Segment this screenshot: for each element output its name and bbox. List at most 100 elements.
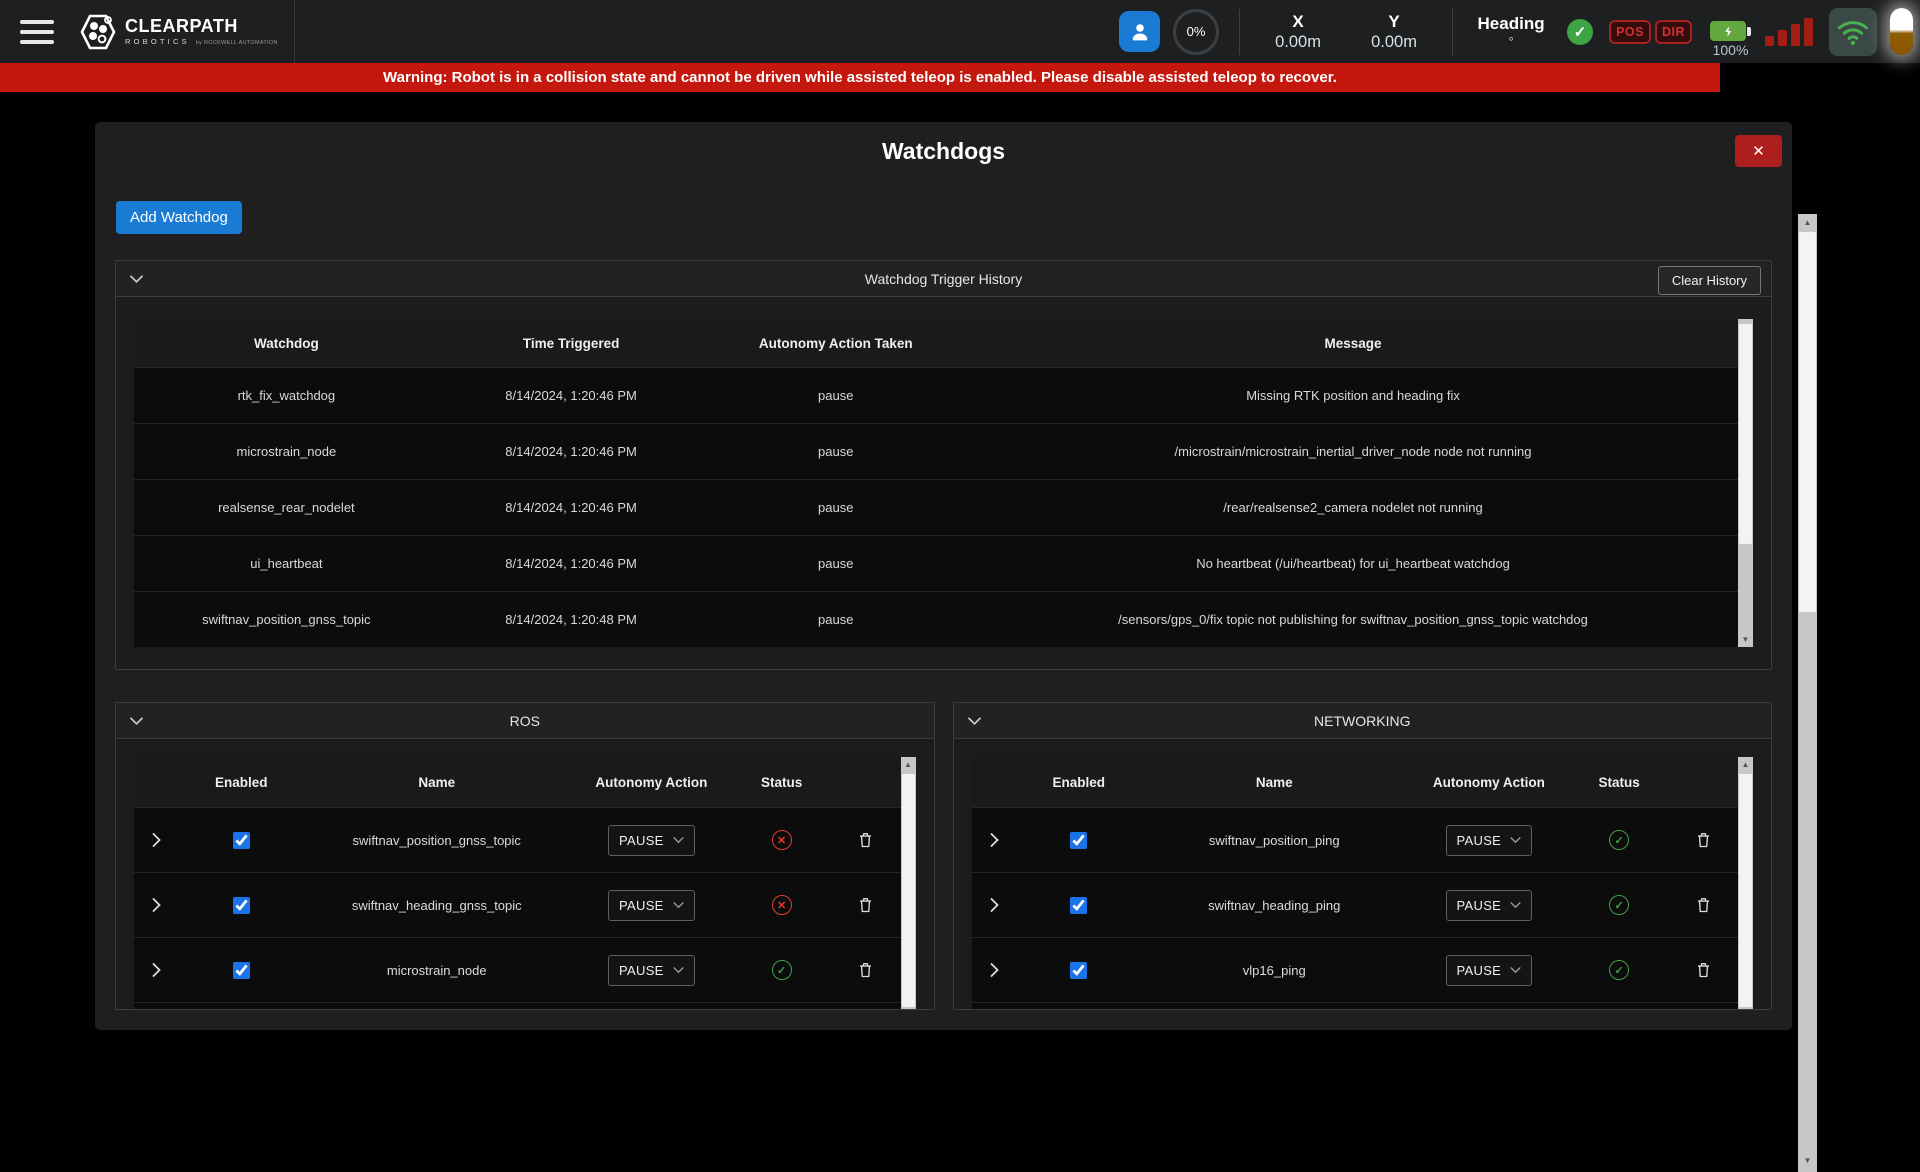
autonomy-action-select[interactable]: PAUSE — [608, 955, 695, 986]
watchdog-table-row: vlp16_ping PAUSE ✓ — [972, 937, 1739, 1002]
trash-icon — [856, 960, 875, 980]
enabled-checkbox[interactable] — [233, 897, 250, 914]
table-row-partial — [972, 1002, 1739, 1009]
delete-watchdog-button[interactable] — [1694, 895, 1713, 915]
chevron-down-icon — [673, 967, 684, 974]
trash-icon — [1694, 830, 1713, 850]
close-dialog-button[interactable]: ✕ — [1735, 135, 1782, 167]
delete-watchdog-button[interactable] — [1694, 830, 1713, 850]
delete-watchdog-button[interactable] — [856, 830, 875, 850]
trash-icon — [1694, 960, 1713, 980]
wifi-status-icon[interactable] — [1829, 8, 1877, 56]
telemetry-heading: Heading ° — [1463, 13, 1559, 51]
clearpath-logo: CLEARPATH ROBOTICS by ROCKWELL AUTOMATIO… — [78, 12, 278, 52]
selected-action: PAUSE — [619, 963, 664, 978]
chevron-down-icon — [1510, 967, 1521, 974]
collapse-chevron-icon[interactable] — [968, 713, 981, 731]
autonomy-action-select[interactable]: PAUSE — [608, 825, 695, 856]
watchdog-name: microstrain_node — [303, 963, 571, 978]
signal-strength-icon — [1765, 18, 1813, 46]
battery-charging-icon — [1710, 21, 1746, 41]
ros-watchdog-table: Enabled Name Autonomy Action Status swif… — [134, 757, 916, 1009]
chevron-down-icon — [673, 837, 684, 844]
chevron-right-icon — [152, 833, 161, 847]
col-message: Message — [968, 336, 1738, 351]
enabled-checkbox[interactable] — [233, 832, 250, 849]
delete-watchdog-button[interactable] — [856, 895, 875, 915]
autonomy-action-select[interactable]: PAUSE — [1446, 955, 1533, 986]
chevron-right-icon — [990, 833, 999, 847]
telemetry-y-value: 0.00m — [1346, 32, 1442, 53]
time-triggered-cell: 8/14/2024, 1:20:46 PM — [439, 388, 704, 403]
autonomy-action-select[interactable]: PAUSE — [1446, 825, 1533, 856]
autonomy-action-cell: pause — [703, 612, 968, 627]
autonomy-action-select[interactable]: PAUSE — [608, 890, 695, 921]
time-triggered-cell: 8/14/2024, 1:20:46 PM — [439, 500, 704, 515]
networking-watchdog-table: Enabled Name Autonomy Action Status swif… — [972, 757, 1754, 1009]
delete-watchdog-button[interactable] — [1694, 960, 1713, 980]
expand-row-button[interactable] — [990, 898, 999, 912]
history-table-row: microstrain_node 8/14/2024, 1:20:46 PM p… — [134, 423, 1738, 479]
brand-sub: ROBOTICS — [125, 38, 190, 46]
selected-action: PAUSE — [619, 833, 664, 848]
progress-value: 0% — [1187, 24, 1206, 39]
chevron-down-icon — [673, 902, 684, 909]
status-icon: ✕ — [772, 830, 792, 850]
enabled-checkbox[interactable] — [1070, 832, 1087, 849]
watchdogs-dialog: Watchdogs ✕ Add Watchdog Watchdog Trigge… — [95, 122, 1792, 1030]
watchdog-table-row: microstrain_node PAUSE ✓ — [134, 937, 901, 1002]
watchdog-name-cell: realsense_rear_nodelet — [134, 500, 439, 515]
add-watchdog-button[interactable]: Add Watchdog — [116, 201, 242, 234]
expand-row-button[interactable] — [152, 963, 161, 977]
col-enabled: Enabled — [1017, 775, 1140, 790]
history-table-scrollbar[interactable]: ▼ — [1738, 319, 1753, 647]
topbar-separator — [1239, 9, 1240, 55]
delete-watchdog-button[interactable] — [856, 960, 875, 980]
dialog-title: Watchdogs — [95, 122, 1792, 165]
expand-row-button[interactable] — [152, 898, 161, 912]
message-cell: /rear/realsense2_camera nodelet not runn… — [968, 500, 1738, 515]
telemetry-heading-label: Heading — [1463, 13, 1559, 34]
history-table-row: ui_heartbeat 8/14/2024, 1:20:46 PM pause… — [134, 535, 1738, 591]
watchdog-name-cell: rtk_fix_watchdog — [134, 388, 439, 403]
clearpath-hex-logo-icon — [78, 12, 118, 52]
brand-byline: by ROCKWELL AUTOMATION — [196, 41, 278, 47]
enabled-checkbox[interactable] — [1070, 897, 1087, 914]
menu-icon[interactable] — [14, 14, 60, 50]
light-indicator-icon — [1890, 8, 1913, 55]
chevron-down-icon — [1510, 902, 1521, 909]
clear-history-button[interactable]: Clear History — [1658, 266, 1761, 295]
modal-overlay: Watchdogs ✕ Add Watchdog Watchdog Trigge… — [0, 92, 1920, 1080]
autonomy-action-cell: pause — [703, 444, 968, 459]
collapse-chevron-icon[interactable] — [130, 271, 143, 289]
autonomy-action-select[interactable]: PAUSE — [1446, 890, 1533, 921]
col-autonomy-action: Autonomy Action — [571, 775, 732, 790]
col-name: Name — [1140, 775, 1408, 790]
watchdog-name-cell: swiftnav_position_gnss_topic — [134, 612, 439, 627]
enabled-checkbox[interactable] — [233, 962, 250, 979]
status-icon: ✓ — [1609, 895, 1629, 915]
chevron-right-icon — [990, 898, 999, 912]
table-scrollbar[interactable]: ▲ — [901, 757, 916, 1009]
selected-action: PAUSE — [1457, 833, 1502, 848]
enabled-checkbox[interactable] — [1070, 962, 1087, 979]
expand-row-button[interactable] — [990, 833, 999, 847]
watchdog-table-row: swiftnav_heading_gnss_topic PAUSE ✕ — [134, 872, 901, 937]
collapse-chevron-icon[interactable] — [130, 713, 143, 731]
message-cell: Missing RTK position and heading fix — [968, 388, 1738, 403]
expand-row-button[interactable] — [152, 833, 161, 847]
history-table-row: realsense_rear_nodelet 8/14/2024, 1:20:4… — [134, 479, 1738, 535]
topbar-divider — [294, 0, 295, 63]
expand-row-button[interactable] — [990, 963, 999, 977]
table-scrollbar[interactable]: ▲ — [1738, 757, 1753, 1009]
page-scrollbar[interactable]: ▲ ▼ — [1798, 214, 1817, 1172]
watchdog-table-row: swiftnav_position_gnss_topic PAUSE ✕ — [134, 807, 901, 872]
col-autonomy-action: Autonomy Action — [1408, 775, 1569, 790]
networking-section: NETWORKING Enabled Name Autonomy Action … — [953, 702, 1773, 1010]
message-cell: /sensors/gps_0/fix topic not publishing … — [968, 612, 1738, 627]
watchdog-trigger-history-section: Watchdog Trigger History Clear History W… — [115, 260, 1772, 670]
ros-section-title: ROS — [116, 713, 934, 729]
user-avatar-icon[interactable] — [1119, 11, 1160, 52]
close-icon: ✕ — [1752, 142, 1765, 160]
time-triggered-cell: 8/14/2024, 1:20:46 PM — [439, 444, 704, 459]
